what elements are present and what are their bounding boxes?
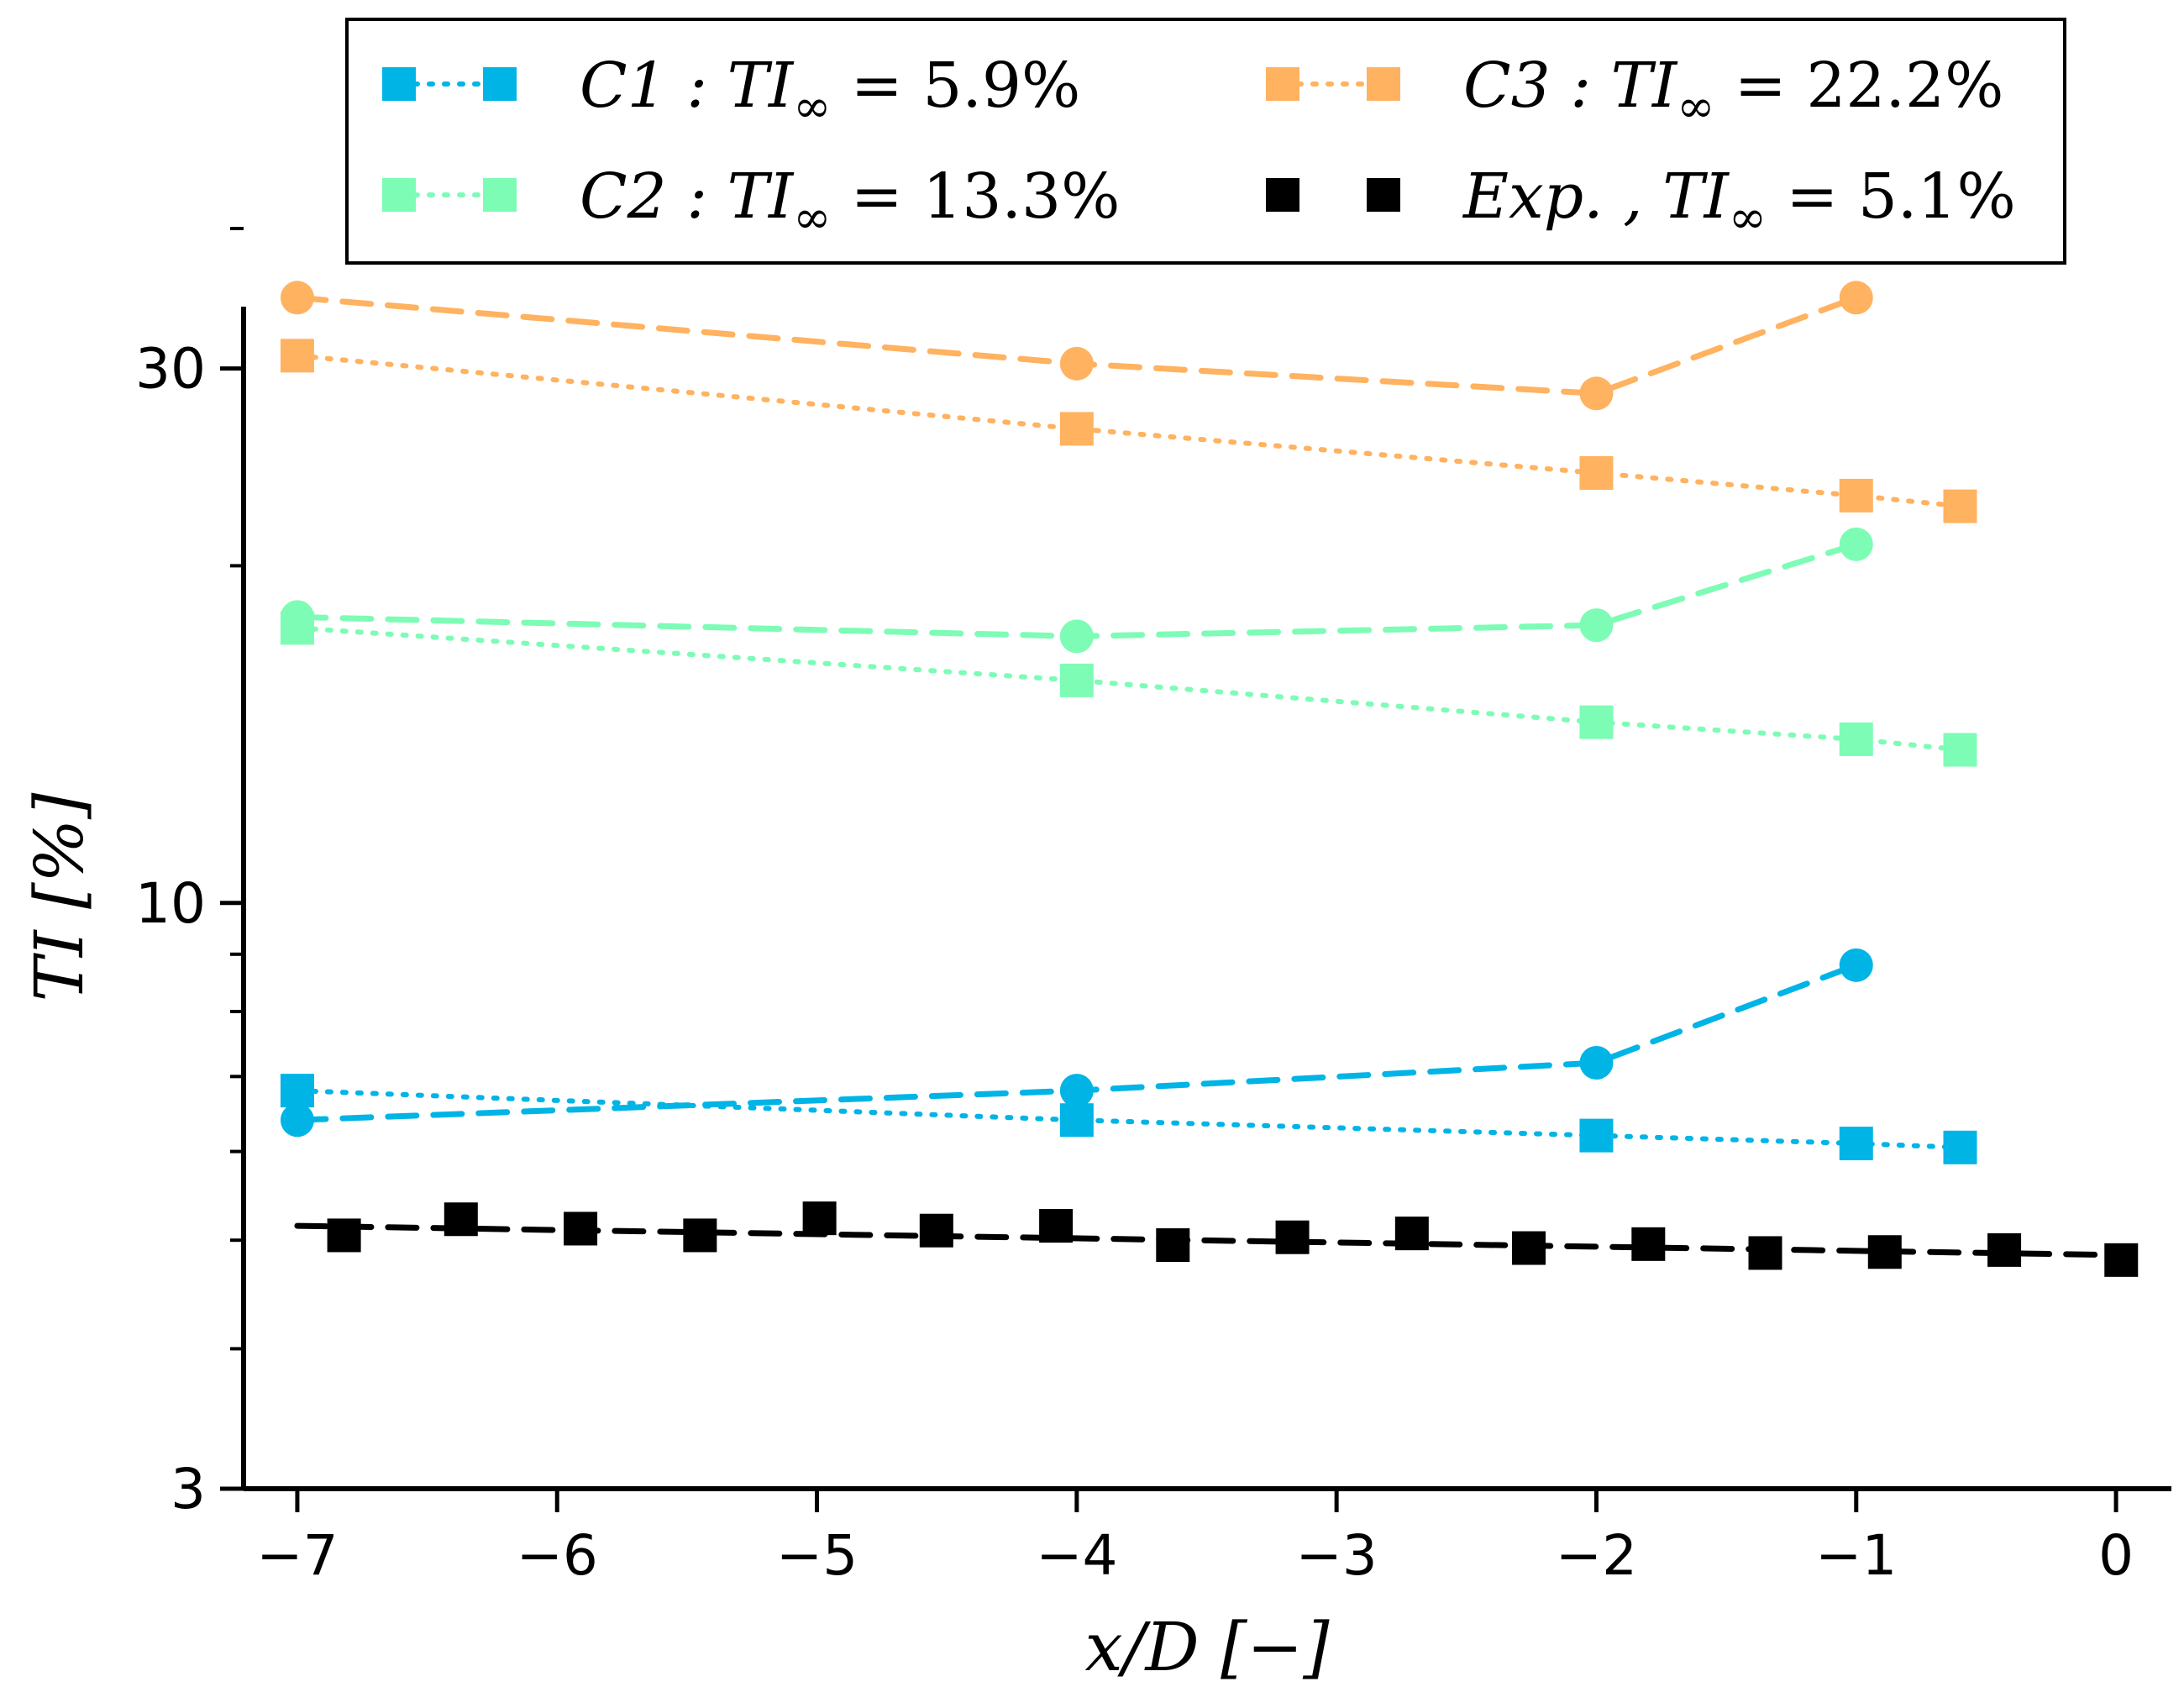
data-point-s3-0 (280, 600, 314, 634)
data-point-s6-12 (1748, 1236, 1782, 1270)
data-point-s4-4 (1943, 489, 1977, 523)
series-line-3 (294, 541, 1860, 639)
data-point-s6-6 (1039, 1209, 1074, 1243)
y-axis-label: TI [%] (20, 792, 98, 1002)
x-tick-label-6: −1 (1815, 1523, 1897, 1588)
data-point-s5-2 (1579, 376, 1614, 411)
legend-label-main-3: Exp. , TI (1462, 160, 1730, 233)
x-tick-label-7: 0 (2098, 1523, 2134, 1588)
data-point-s0-2 (1579, 1118, 1614, 1153)
legend-label-main-2: C3 : TI (1463, 50, 1678, 122)
legend-marker-b-3 (1367, 178, 1400, 212)
data-point-s0-0 (280, 1074, 314, 1108)
data-point-s5-3 (1839, 281, 1873, 315)
data-point-s1-0 (280, 1103, 314, 1138)
data-point-s6-9 (1394, 1217, 1429, 1251)
data-point-s6-0 (327, 1218, 361, 1253)
data-point-s4-0 (280, 339, 314, 373)
data-point-s5-1 (1059, 346, 1094, 381)
data-point-s6-1 (444, 1202, 478, 1237)
data-point-s6-5 (919, 1213, 953, 1248)
data-point-s3-2 (1579, 608, 1614, 643)
y-tick-label-1: 10 (135, 871, 206, 936)
data-point-s0-1 (1059, 1103, 1094, 1138)
x-tick-label-5: −2 (1556, 1523, 1637, 1588)
series-layer (280, 281, 2139, 1277)
y-tick-label-2: 30 (135, 337, 206, 402)
series-line-7 (294, 1222, 2119, 1259)
data-point-s2-2 (1579, 705, 1614, 739)
data-point-s1-3 (1839, 948, 1873, 982)
data-point-s6-11 (1631, 1227, 1666, 1261)
data-point-s2-1 (1059, 663, 1094, 697)
data-point-s6-8 (1275, 1220, 1310, 1254)
data-point-s6-14 (1987, 1232, 2022, 1267)
data-point-s0-4 (1943, 1130, 1977, 1164)
legend-marker-a-0 (382, 67, 416, 101)
series-line-5 (294, 294, 1860, 397)
data-point-s5-0 (280, 281, 314, 315)
series-line-1 (294, 962, 1860, 1123)
data-point-s6-15 (2104, 1243, 2139, 1277)
x-tick-label-1: −6 (517, 1523, 598, 1588)
data-point-s0-3 (1839, 1127, 1873, 1161)
legend-label-main-1: C2 : TI (580, 160, 795, 233)
y-tick-label-0: 3 (171, 1457, 206, 1521)
legend-marker-b-1 (483, 178, 517, 212)
legend-marker-a-3 (1266, 178, 1299, 212)
legend-marker-a-2 (1266, 67, 1299, 101)
data-point-s1-1 (1059, 1074, 1094, 1108)
data-point-s6-4 (802, 1201, 837, 1236)
legend-item-1: C2 : TI∞ = 13.3% (382, 160, 1120, 244)
axes-layer: −7 −6 −5 −4 −3 −2 −1 0 3 10 30 x/D [−] TI [%] (20, 227, 2171, 1686)
legend-label-eq-3: = 5.1% (1767, 160, 2016, 233)
legend-label-sub-1: ∞ (793, 191, 831, 244)
legend: C1 : TI∞ = 5.9%C2 : TI∞ = 13.3%C3 : TI∞ … (345, 18, 2066, 265)
data-point-s6-7 (1156, 1228, 1190, 1263)
legend-marker-b-0 (483, 67, 517, 101)
x-tick-label-2: −5 (776, 1523, 858, 1588)
legend-label-2: C3 : TI∞ = 22.2% (1463, 50, 2003, 133)
legend-item-3: Exp. , TI∞ = 5.1% (1266, 160, 2016, 244)
x-tick-label-3: −4 (1036, 1523, 1117, 1588)
data-point-s4-1 (1059, 412, 1094, 446)
legend-item-2: C3 : TI∞ = 22.2% (1266, 50, 2003, 133)
legend-label-eq-2: = 22.2% (1714, 50, 2003, 122)
data-point-s2-3 (1839, 722, 1873, 756)
x-axis-label: x/D [−] (1084, 1608, 1330, 1686)
legend-label-main-0: C1 : TI (580, 50, 795, 122)
legend-label-eq-0: = 5.9% (831, 50, 1080, 122)
data-point-s1-2 (1579, 1046, 1614, 1080)
legend-label-1: C2 : TI∞ = 13.3% (580, 160, 1120, 244)
x-tick-label-0: −7 (256, 1523, 338, 1588)
data-point-s6-10 (1512, 1231, 1546, 1265)
legend-box (345, 18, 2066, 265)
data-point-s3-1 (1059, 619, 1094, 654)
x-tick-label-4: −3 (1296, 1523, 1378, 1588)
data-point-s6-13 (1867, 1235, 1902, 1269)
legend-marker-b-2 (1367, 67, 1400, 101)
legend-label-eq-1: = 13.3% (831, 160, 1120, 233)
legend-label-sub-2: ∞ (1677, 80, 1714, 133)
legend-label-sub-0: ∞ (793, 80, 831, 133)
data-point-s6-2 (564, 1211, 598, 1246)
data-point-s6-3 (683, 1218, 717, 1253)
legend-label-0: C1 : TI∞ = 5.9% (580, 50, 1080, 133)
legend-marker-a-1 (382, 178, 416, 212)
legend-item-0: C1 : TI∞ = 5.9% (382, 50, 1080, 133)
legend-label-sub-3: ∞ (1729, 191, 1767, 244)
legend-label-3: Exp. , TI∞ = 5.1% (1462, 160, 2016, 244)
data-point-s4-2 (1579, 456, 1614, 491)
data-point-s2-4 (1943, 733, 1977, 767)
data-point-s3-3 (1839, 527, 1873, 561)
data-point-s4-3 (1839, 478, 1873, 512)
